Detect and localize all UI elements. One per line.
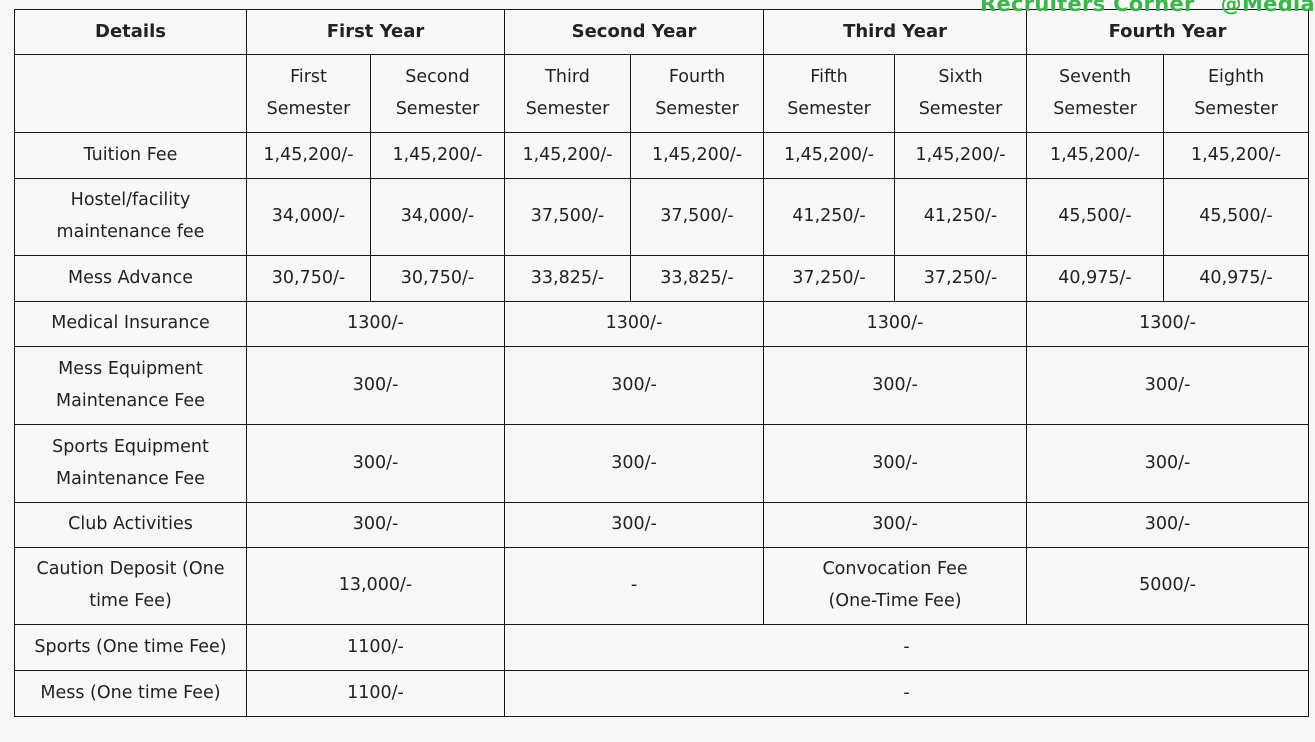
row-label: Tuition Fee	[14, 132, 247, 179]
fee-cell-year: 300/-	[763, 424, 1028, 503]
semester-header-row: First Semester Second Semester Third Sem…	[14, 54, 1310, 133]
fee-cell: 1,45,200/-	[1163, 132, 1310, 179]
table-row: Caution Deposit (One time Fee) 13,000/- …	[14, 547, 1310, 625]
fee-cell: 34,000/-	[246, 178, 371, 256]
fee-cell-year: 300/-	[245, 502, 506, 548]
year-header-third: Third Year	[763, 9, 1028, 55]
fee-cell-year: Convocation Fee (One-Time Fee)	[763, 547, 1028, 625]
semester-header: Seventh Semester	[1026, 54, 1165, 133]
fee-cell-year: 5000/-	[1026, 547, 1310, 625]
fee-cell: 1,45,200/-	[763, 132, 896, 179]
fee-cell-year: -	[504, 547, 765, 625]
fee-cell-year: 1300/-	[245, 301, 506, 347]
fee-cell: 37,250/-	[894, 255, 1028, 302]
fee-cell: 30,750/-	[369, 255, 506, 302]
semester-header: Fourth Semester	[630, 54, 765, 133]
semester-header: Sixth Semester	[894, 54, 1028, 133]
fee-cell: 37,250/-	[763, 255, 896, 302]
fee-cell: 1,45,200/-	[894, 132, 1028, 179]
semester-header: Eighth Semester	[1163, 54, 1310, 133]
details-header: Details	[14, 9, 247, 55]
fee-cell: 33,825/-	[504, 255, 632, 302]
row-label: Sports (One time Fee)	[14, 624, 247, 671]
table-row: Sports Equipment Maintenance Fee 300/- 3…	[14, 424, 1310, 503]
year-header-first: First Year	[245, 9, 506, 55]
fee-cell-rest: -	[504, 624, 1310, 671]
fee-cell: 33,825/-	[630, 255, 765, 302]
fee-cell: 34,000/-	[369, 178, 506, 256]
row-label: Caution Deposit (One time Fee)	[14, 547, 247, 625]
table-row: Sports (One time Fee) 1100/- -	[14, 624, 1310, 671]
fee-cell-year: 1100/-	[245, 670, 506, 717]
fee-cell-year: 300/-	[245, 346, 506, 425]
fee-cell: 37,500/-	[630, 178, 765, 256]
fee-cell-year: 300/-	[504, 346, 765, 425]
watermark-left-text: Recruiters Corner	[979, 0, 1195, 16]
row-label: Hostel/facility maintenance fee	[14, 178, 247, 256]
fee-cell-year: 300/-	[504, 424, 765, 503]
table-row: Tuition Fee 1,45,200/- 1,45,200/- 1,45,2…	[14, 132, 1310, 179]
fee-cell: 30,750/-	[246, 255, 371, 302]
fee-cell-year: 300/-	[763, 502, 1028, 548]
fee-cell: 40,975/-	[1163, 255, 1310, 302]
table-row: Medical Insurance 1300/- 1300/- 1300/- 1…	[14, 301, 1310, 347]
row-label: Mess Advance	[14, 255, 247, 302]
year-header-second: Second Year	[504, 9, 765, 55]
fee-cell: 45,500/-	[1026, 178, 1165, 256]
fee-cell: 40,975/-	[1026, 255, 1165, 302]
fee-cell: 1,45,200/-	[246, 132, 371, 179]
fee-cell-year: 300/-	[1026, 424, 1310, 503]
empty-corner-cell	[14, 54, 247, 133]
row-label: Mess (One time Fee)	[14, 670, 247, 717]
table-row: Mess Equipment Maintenance Fee 300/- 300…	[14, 346, 1310, 425]
row-label: Medical Insurance	[14, 301, 247, 347]
fee-cell-year: 300/-	[1026, 346, 1310, 425]
fee-cell-year: 300/-	[763, 346, 1028, 425]
watermark: Recruiters Corner @Media	[980, 0, 1315, 16]
semester-header: Second Semester	[369, 54, 506, 133]
fee-cell-year: 300/-	[245, 424, 506, 503]
fee-structure-table: Details First Year Second Year Third Yea…	[14, 9, 1310, 717]
fee-cell-year: 1100/-	[245, 624, 506, 671]
row-label: Club Activities	[14, 502, 247, 548]
fee-cell: 41,250/-	[763, 178, 896, 256]
semester-header: First Semester	[246, 54, 371, 133]
row-label: Mess Equipment Maintenance Fee	[14, 346, 247, 425]
row-label: Sports Equipment Maintenance Fee	[14, 424, 247, 503]
fee-cell: 1,45,200/-	[369, 132, 506, 179]
fee-cell: 41,250/-	[894, 178, 1028, 256]
table-row: Club Activities 300/- 300/- 300/- 300/-	[14, 502, 1310, 548]
semester-header: Fifth Semester	[763, 54, 896, 133]
fee-cell-year: 1300/-	[504, 301, 765, 347]
fee-cell-year: 13,000/-	[245, 547, 506, 625]
year-header-row: Details First Year Second Year Third Yea…	[14, 9, 1310, 55]
fee-cell-year: 1300/-	[1026, 301, 1310, 347]
fee-cell: 45,500/-	[1163, 178, 1310, 256]
fee-cell-year: 1300/-	[763, 301, 1028, 347]
table-row: Hostel/facility maintenance fee 34,000/-…	[14, 178, 1310, 256]
fee-cell: 1,45,200/-	[630, 132, 765, 179]
fee-cell: 1,45,200/-	[504, 132, 632, 179]
semester-header: Third Semester	[504, 54, 632, 133]
fee-cell: 37,500/-	[504, 178, 632, 256]
fee-cell-year: 300/-	[1026, 502, 1310, 548]
fee-cell-year: 300/-	[504, 502, 765, 548]
table-row: Mess Advance 30,750/- 30,750/- 33,825/- …	[14, 255, 1310, 302]
fee-cell: 1,45,200/-	[1026, 132, 1165, 179]
year-header-fourth: Fourth Year	[1026, 9, 1310, 55]
fee-cell-rest: -	[504, 670, 1310, 717]
table-row: Mess (One time Fee) 1100/- -	[14, 670, 1310, 717]
watermark-right-text: @Media	[1220, 0, 1315, 16]
